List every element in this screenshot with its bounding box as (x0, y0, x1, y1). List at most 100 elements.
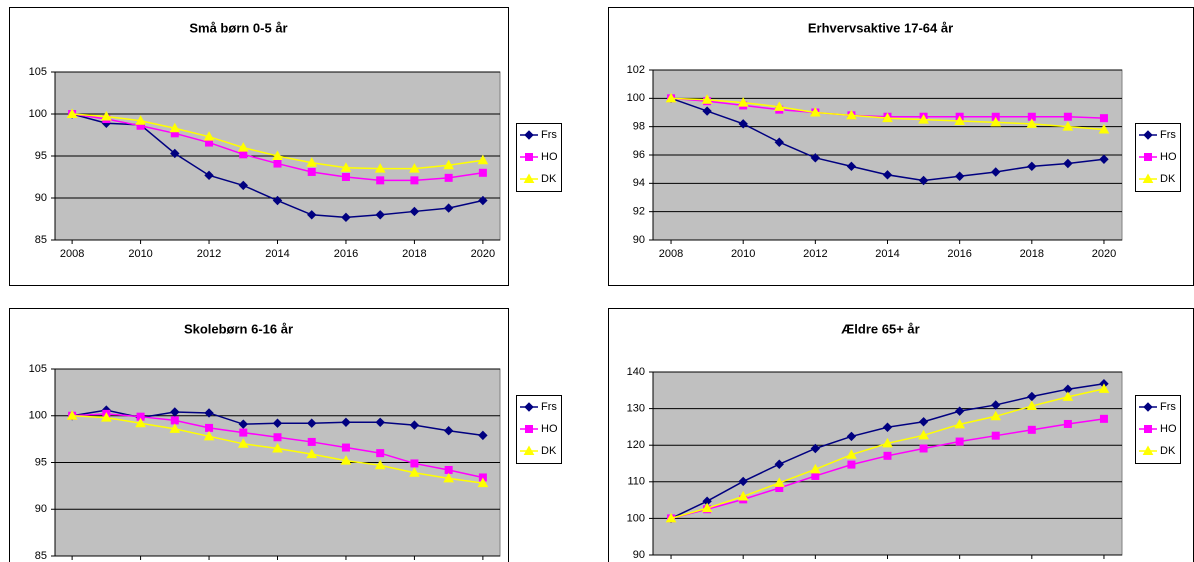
marker (410, 176, 419, 185)
y-tick-label: 105 (29, 66, 47, 78)
marker (1144, 153, 1152, 161)
marker (237, 142, 249, 152)
marker (918, 114, 929, 124)
y-tick-label: 102 (627, 64, 645, 76)
legend-label: DK (1160, 173, 1176, 185)
marker (1063, 112, 1072, 121)
marker (409, 163, 420, 173)
y-tick-label: 96 (633, 149, 645, 161)
legend-label: HO (1160, 151, 1177, 163)
marker (340, 455, 352, 465)
legend-label: HO (541, 423, 558, 435)
marker (954, 418, 966, 429)
marker (846, 161, 857, 172)
legend-label: Frs (541, 129, 557, 141)
x-tick-label: 2016 (947, 248, 971, 260)
marker (341, 443, 350, 452)
marker (409, 420, 420, 430)
y-tick-label: 95 (35, 150, 47, 162)
legend-label: Frs (541, 401, 557, 413)
chart: Små børn 0-5 år 85 90 95 100 105 2008 2010 2012 2… (9, 7, 562, 286)
marker (954, 406, 965, 416)
y-tick-label: 85 (35, 234, 47, 246)
marker (523, 173, 535, 183)
y-tick-label: 85 (35, 550, 47, 562)
marker (341, 173, 350, 181)
chart-title: Skolebørn 6-16 år (184, 321, 293, 336)
marker (443, 203, 454, 213)
marker (773, 477, 785, 487)
y-tick-label: 120 (627, 439, 645, 451)
marker (810, 443, 821, 454)
marker (204, 408, 214, 418)
marker (169, 423, 181, 433)
marker (239, 428, 248, 437)
marker (477, 154, 489, 165)
y-tick-label: 90 (35, 192, 47, 204)
x-tick-label: 2008 (60, 248, 84, 260)
y-tick-label: 100 (29, 410, 47, 422)
marker (846, 431, 857, 442)
marker (1142, 445, 1154, 455)
marker (882, 170, 893, 180)
marker (1026, 400, 1038, 411)
marker (991, 431, 1000, 440)
chart: Ældre 65+ år9010011012013014020082010201… (608, 308, 1194, 562)
marker (1144, 425, 1152, 433)
marker (882, 422, 893, 432)
x-tick-label: 2010 (128, 248, 152, 260)
x-tick-label: 2016 (334, 248, 358, 260)
marker (170, 416, 179, 425)
marker (409, 206, 420, 217)
legend-label: DK (541, 173, 557, 185)
y-tick-label: 100 (29, 108, 47, 120)
marker (239, 150, 248, 159)
marker (307, 418, 317, 428)
marker (306, 157, 318, 167)
y-tick-label: 98 (633, 121, 645, 133)
marker (443, 426, 454, 436)
marker (954, 115, 966, 125)
y-tick-label: 105 (29, 363, 47, 375)
marker (100, 111, 112, 121)
marker (170, 148, 180, 159)
y-tick-label: 90 (633, 234, 645, 246)
chart: Erhvervsaktive 17-64 år 90 92 94 96 98 100 102 2… (608, 7, 1194, 286)
marker (1142, 173, 1154, 183)
marker (846, 109, 857, 120)
marker (307, 437, 316, 446)
marker (918, 417, 929, 427)
marker (991, 400, 1001, 410)
x-tick-label: 2010 (731, 248, 755, 260)
marker (135, 417, 146, 428)
marker (882, 437, 893, 448)
marker (170, 407, 180, 417)
chart: Skolebørn 6-16 år85909510010520082010201… (9, 308, 562, 562)
marker (810, 153, 821, 163)
marker (341, 212, 351, 223)
marker (444, 465, 453, 474)
y-tick-label: 94 (633, 177, 645, 189)
chart-title: Erhvervsaktive 17-64 år (808, 20, 953, 35)
marker (238, 180, 248, 191)
x-tick-label: 2008 (659, 248, 683, 260)
marker (738, 119, 748, 129)
marker (1098, 383, 1110, 393)
marker (410, 459, 419, 468)
marker (847, 460, 856, 469)
marker (702, 106, 712, 116)
marker (374, 163, 386, 173)
marker (1098, 123, 1110, 134)
marker (882, 112, 893, 123)
marker (524, 402, 534, 412)
marker (375, 210, 385, 220)
marker (1143, 130, 1153, 140)
x-tick-label: 2012 (197, 248, 221, 260)
marker (374, 459, 386, 470)
marker (737, 97, 749, 107)
marker (1027, 425, 1036, 434)
x-tick-label: 2014 (265, 248, 289, 260)
plot-area (652, 371, 1123, 556)
marker (991, 167, 1001, 177)
marker (272, 150, 283, 160)
